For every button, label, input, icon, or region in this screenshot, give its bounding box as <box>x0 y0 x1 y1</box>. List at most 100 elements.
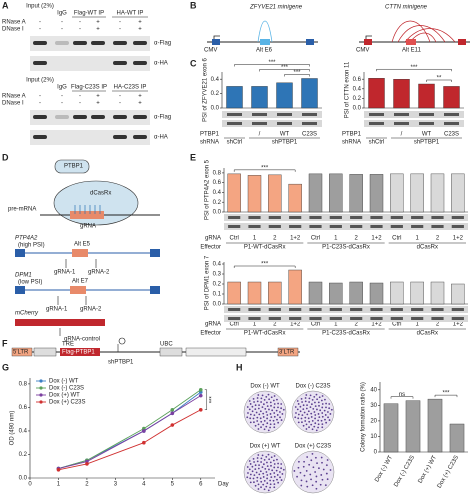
x-tick-label: 3 <box>114 482 118 488</box>
y-tick-label: 0.8 <box>213 170 222 176</box>
bar <box>390 173 404 213</box>
colony <box>261 406 264 409</box>
bar <box>369 174 384 213</box>
blot <box>30 56 150 71</box>
colony <box>328 419 331 421</box>
antibody-label: α-Flag <box>154 41 171 47</box>
colony <box>259 470 262 473</box>
colony <box>266 482 269 485</box>
gel-band <box>289 317 302 320</box>
x-tick-label: Ctrl <box>392 322 401 328</box>
gel-band <box>390 216 403 219</box>
colony <box>297 417 300 420</box>
protein-label: PTBP1 <box>64 164 84 170</box>
y-tick-label: 0.2 <box>211 91 220 97</box>
colony <box>253 401 255 403</box>
bar <box>405 400 421 453</box>
sig-bracket <box>434 394 458 398</box>
colony <box>252 477 255 480</box>
legend-marker <box>39 400 43 404</box>
blot-band <box>133 115 147 119</box>
colony <box>323 409 326 412</box>
y-tick-label: 0.0 <box>213 210 222 216</box>
exon <box>212 39 220 45</box>
panel-label: B <box>190 0 197 10</box>
colony <box>273 403 276 405</box>
colony <box>301 421 303 424</box>
colony <box>263 428 266 431</box>
colony <box>301 414 304 417</box>
colony <box>256 476 259 479</box>
colony <box>296 475 298 478</box>
x-tick-label: 2 <box>273 322 277 328</box>
colony <box>265 455 268 458</box>
gel-band <box>431 317 444 320</box>
colony <box>297 413 300 416</box>
colony <box>251 405 254 408</box>
bar <box>247 281 262 305</box>
marker <box>198 393 203 398</box>
gene-note: (low PSI) <box>18 280 42 286</box>
x-tick-label: 1 <box>415 236 419 242</box>
gel-band <box>277 122 292 125</box>
bar <box>227 281 241 305</box>
colony <box>260 401 263 403</box>
colony <box>299 471 302 474</box>
colony <box>297 466 300 469</box>
colony <box>311 419 314 422</box>
panel-label: C <box>190 58 197 68</box>
marker <box>56 467 61 472</box>
x-tick-label: Dox (-) C23S <box>393 455 416 488</box>
colony <box>270 404 272 407</box>
group-label: shCtrl <box>227 140 243 146</box>
colony <box>276 418 278 421</box>
colony <box>306 456 309 458</box>
gel-band <box>419 113 434 116</box>
gel-band <box>268 225 281 228</box>
colony <box>258 413 261 416</box>
gel-strip <box>224 214 468 221</box>
colony <box>276 458 278 461</box>
colony <box>254 424 257 427</box>
sign: - <box>39 27 41 33</box>
colony <box>254 484 257 487</box>
y-tick-label: 0.2 <box>19 452 28 458</box>
exon <box>364 39 372 45</box>
bar <box>383 403 399 453</box>
gel-band <box>411 225 424 228</box>
bar <box>418 83 435 109</box>
colony <box>306 413 309 416</box>
gel-band <box>390 308 403 311</box>
colony <box>271 469 274 472</box>
colony <box>269 423 272 426</box>
exon-label: Alt E6 <box>256 48 273 54</box>
colony <box>320 419 323 422</box>
marker <box>198 387 203 392</box>
guide-label: gRNA-2 <box>80 307 102 313</box>
colony <box>259 417 262 420</box>
sign: - <box>119 94 121 100</box>
group-label: P1-C23S-dCasRx <box>322 331 370 337</box>
colony <box>303 460 305 463</box>
colony <box>300 397 303 400</box>
colony <box>265 411 268 413</box>
gel-band <box>252 122 267 125</box>
y-tick-label: 0.0 <box>353 106 362 112</box>
gel-band <box>350 225 363 228</box>
colony <box>311 399 314 401</box>
column-header: HA-C23S IP <box>114 85 147 91</box>
colony <box>260 461 263 463</box>
construct <box>11 337 300 357</box>
y-tick-label: 40 <box>370 387 377 393</box>
colony <box>260 457 263 460</box>
colony <box>321 412 324 414</box>
gel-band <box>248 216 261 219</box>
y-tick-label: 0.4 <box>213 262 222 268</box>
gel-band <box>309 225 322 228</box>
colony <box>324 418 326 421</box>
colony <box>251 465 254 468</box>
colony <box>269 401 272 404</box>
colony <box>273 483 276 486</box>
y-axis-label: PSI of PTP4A2 exon 5 <box>205 159 211 220</box>
colony <box>322 468 325 471</box>
